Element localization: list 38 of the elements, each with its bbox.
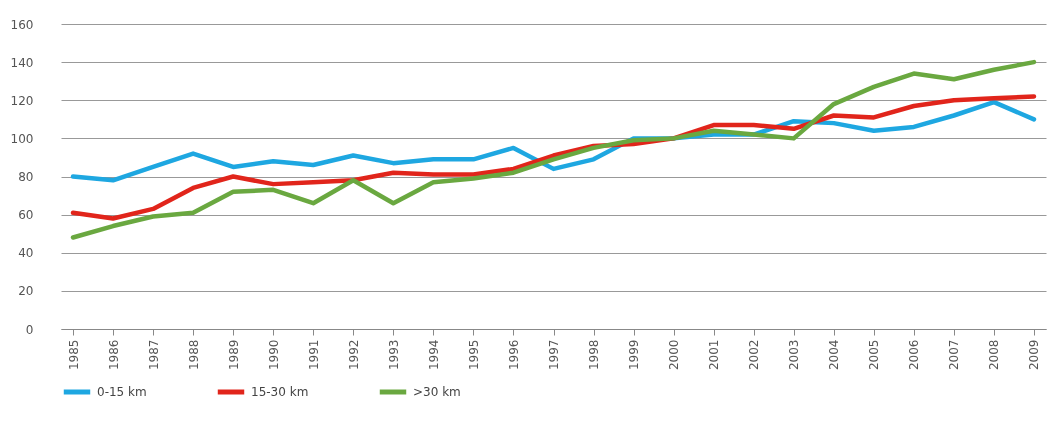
x-tick-label: 2003: [787, 339, 802, 371]
x-tick-label: 1995: [466, 339, 481, 371]
y-tick-label: 0: [25, 322, 34, 337]
x-tick-label: 1988: [186, 339, 201, 371]
y-tick-label: 140: [10, 55, 34, 70]
y-tick-label: 80: [18, 170, 34, 184]
y-tick-label: 100: [10, 131, 34, 146]
x-tick-label: 1989: [226, 339, 241, 371]
x-tick-label: 2007: [947, 339, 962, 371]
x-tick-label: 1992: [346, 339, 361, 371]
x-tick-label: 2000: [667, 339, 682, 371]
y-tick-label: 40: [18, 246, 34, 261]
x-tick-label: 2008: [987, 339, 1002, 371]
x-tick-label: 1990: [266, 339, 281, 371]
x-tick-label: 1985: [66, 339, 81, 371]
x-tick-label: 1996: [506, 339, 521, 371]
y-tick-label: 120: [10, 93, 34, 108]
x-tick-label: 1998: [587, 339, 602, 371]
y-tick-label: 60: [18, 208, 34, 223]
y-tick-label: 160: [10, 17, 34, 32]
legend-label: 0-15 km: [97, 385, 147, 399]
x-tick-label: 2002: [747, 339, 762, 371]
legend-label: >30 km: [413, 385, 461, 399]
y-tick-label: 20: [18, 284, 34, 299]
legend-label: 15-30 km: [251, 385, 309, 399]
line-series: [70, 59, 1037, 240]
x-tick-label: 2009: [1027, 339, 1042, 371]
x-tick-label: 1993: [386, 339, 401, 371]
x-tick-label: 1987: [146, 339, 161, 371]
x-tick-label: 2006: [907, 339, 922, 371]
x-tick-label: 1999: [627, 339, 642, 371]
x-tick-label: 1997: [547, 339, 561, 371]
x-tick-label: 2001: [707, 339, 722, 371]
x-tick-label: 1991: [306, 339, 321, 371]
x-tick-label: 2005: [867, 339, 882, 371]
x-tick-label: 1986: [106, 339, 121, 371]
x-tick-label: 2004: [827, 339, 842, 371]
x-tick-label: 1994: [426, 339, 441, 371]
